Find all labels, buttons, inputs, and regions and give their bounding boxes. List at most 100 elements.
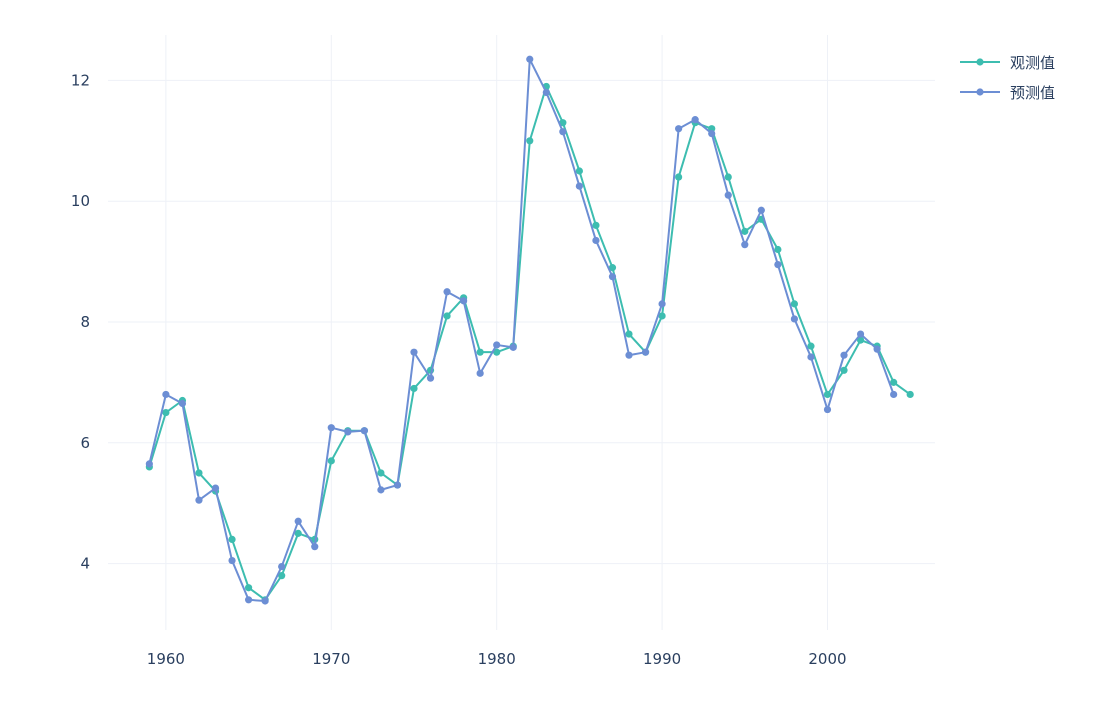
data-point[interactable] xyxy=(774,261,782,269)
data-point[interactable] xyxy=(410,384,418,393)
data-point[interactable] xyxy=(526,137,534,145)
legend-item-1[interactable]: 观测值 xyxy=(960,54,1055,72)
data-point[interactable] xyxy=(856,336,865,344)
data-point[interactable] xyxy=(675,173,683,181)
data-point[interactable] xyxy=(840,366,848,374)
data-point[interactable] xyxy=(145,460,153,468)
data-point[interactable] xyxy=(823,390,832,399)
data-point[interactable] xyxy=(244,596,253,604)
data-point[interactable] xyxy=(377,469,385,477)
x-tick-label: 1960 xyxy=(147,650,185,668)
data-point[interactable] xyxy=(807,353,815,361)
data-point[interactable] xyxy=(278,562,286,571)
data-point[interactable] xyxy=(228,556,236,565)
data-point[interactable] xyxy=(774,245,782,254)
data-point[interactable] xyxy=(410,348,418,356)
data-point[interactable] xyxy=(493,348,501,356)
data-point[interactable] xyxy=(162,390,170,399)
data-point[interactable] xyxy=(741,241,749,249)
data-point[interactable] xyxy=(311,543,319,551)
data-point[interactable] xyxy=(460,297,468,305)
data-point[interactable] xyxy=(426,374,435,382)
data-point[interactable] xyxy=(393,481,402,489)
data-point[interactable] xyxy=(658,312,666,320)
x-tick-label: 1970 xyxy=(312,650,350,668)
series-line xyxy=(148,58,895,603)
x-tick-label: 2000 xyxy=(808,650,846,668)
data-point[interactable] xyxy=(608,273,617,281)
data-point[interactable] xyxy=(741,227,749,235)
data-point[interactable] xyxy=(526,55,534,63)
data-point[interactable] xyxy=(757,206,765,214)
data-point[interactable] xyxy=(294,517,302,525)
data-point[interactable] xyxy=(708,129,716,138)
data-point[interactable] xyxy=(244,584,253,592)
data-point[interactable] xyxy=(327,457,335,465)
data-point[interactable] xyxy=(178,399,187,408)
data-point[interactable] xyxy=(823,405,832,414)
series-2 xyxy=(145,55,898,605)
data-point[interactable] xyxy=(856,330,865,338)
data-point[interactable] xyxy=(211,484,220,492)
data-point[interactable] xyxy=(873,345,881,353)
series-layer xyxy=(145,55,914,605)
legend-item-2[interactable]: 预测值 xyxy=(960,84,1055,102)
data-point[interactable] xyxy=(493,341,501,349)
data-point[interactable] xyxy=(360,427,368,435)
data-point[interactable] xyxy=(658,300,666,308)
data-point[interactable] xyxy=(559,128,567,136)
data-point[interactable] xyxy=(261,597,269,605)
data-point[interactable] xyxy=(890,378,898,386)
data-point[interactable] xyxy=(691,116,699,124)
data-point[interactable] xyxy=(344,428,352,436)
data-point[interactable] xyxy=(476,369,484,377)
data-point[interactable] xyxy=(443,312,451,320)
legend-label: 观测值 xyxy=(1010,54,1055,72)
legend-swatch-marker xyxy=(976,88,984,96)
y-tick-label: 4 xyxy=(80,555,90,573)
y-tick-label: 6 xyxy=(80,434,90,452)
x-tick-label: 1980 xyxy=(478,650,516,668)
data-point[interactable] xyxy=(377,486,385,494)
x-tick-label: 1990 xyxy=(643,650,681,668)
data-point[interactable] xyxy=(840,351,848,359)
data-point[interactable] xyxy=(509,343,517,351)
y-tick-labels: 4 6 8 10 12 xyxy=(71,71,90,572)
data-point[interactable] xyxy=(608,264,617,272)
legend-swatch-marker xyxy=(976,58,984,66)
data-point[interactable] xyxy=(195,469,203,477)
data-point[interactable] xyxy=(641,348,650,356)
data-point[interactable] xyxy=(592,236,600,245)
data-point[interactable] xyxy=(890,390,898,399)
y-tick-label: 12 xyxy=(71,71,90,89)
data-point[interactable] xyxy=(575,167,583,175)
data-point[interactable] xyxy=(724,191,732,199)
data-point[interactable] xyxy=(542,88,550,97)
data-point[interactable] xyxy=(592,221,600,229)
data-point[interactable] xyxy=(294,529,302,537)
data-point[interactable] xyxy=(228,535,236,544)
data-point[interactable] xyxy=(327,424,335,432)
data-point[interactable] xyxy=(559,119,567,127)
x-gridlines xyxy=(165,35,828,630)
y-tick-label: 8 xyxy=(80,313,90,331)
data-point[interactable] xyxy=(443,288,451,296)
data-point[interactable] xyxy=(906,390,914,399)
data-point[interactable] xyxy=(278,572,286,580)
data-point[interactable] xyxy=(790,315,799,323)
data-point[interactable] xyxy=(162,408,170,417)
data-point[interactable] xyxy=(790,300,799,308)
data-point[interactable] xyxy=(195,496,203,504)
data-point[interactable] xyxy=(625,351,633,359)
data-point[interactable] xyxy=(675,125,683,133)
data-point[interactable] xyxy=(575,182,583,190)
legend-label: 预测值 xyxy=(1010,84,1055,102)
data-point[interactable] xyxy=(476,348,484,356)
data-point[interactable] xyxy=(724,173,732,181)
data-point[interactable] xyxy=(807,342,815,350)
data-point[interactable] xyxy=(625,330,633,338)
x-tick-labels: 1960 1970 1980 1990 2000 xyxy=(147,650,847,668)
